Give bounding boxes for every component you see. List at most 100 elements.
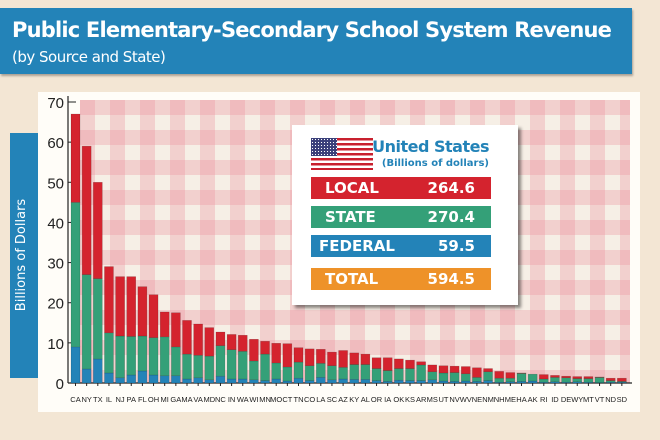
x-tick-label: MO [270, 395, 282, 404]
x-tick-label: NE [472, 395, 482, 404]
bar-state-nc [215, 345, 226, 377]
bar-local-ut [438, 365, 449, 374]
bar-local-nd [605, 377, 616, 381]
x-tick-label: TX [93, 395, 103, 404]
x-tick-label: SD [617, 395, 628, 404]
bar-federal-ks [405, 380, 415, 384]
bar-local-de [561, 375, 571, 379]
bar-local-tn [293, 347, 304, 363]
bar-local-az [338, 350, 348, 368]
bar-state-ny [81, 274, 92, 370]
bar-local-mi [159, 311, 170, 338]
bar-local-la [316, 349, 326, 364]
x-tick-label: ID [551, 395, 559, 404]
x-tick-label: DE [561, 395, 571, 404]
bar-federal-il [104, 372, 114, 384]
bar-state-sc [327, 365, 337, 381]
bar-state-ky [349, 364, 359, 380]
bar-state-co [304, 365, 315, 381]
bar-state-nm [483, 371, 493, 381]
bar-state-pa [126, 336, 136, 376]
bar-state-mo [271, 362, 281, 380]
legend-label: FEDERAL [319, 237, 395, 255]
bar-state-wv [461, 373, 471, 382]
bar-state-il [104, 332, 114, 374]
x-tick-label: NC [215, 395, 226, 404]
bar-federal-ky [349, 379, 359, 384]
y-tick-label: 0 [56, 376, 64, 393]
x-tick-label: MN [259, 395, 271, 404]
bar-state-ms [427, 371, 438, 381]
bar-state-tn [293, 361, 304, 379]
bar-local-ny [81, 145, 92, 275]
bar-local-ar [416, 361, 426, 366]
bar-local-ky [349, 352, 359, 365]
x-tick-label: NH [494, 395, 505, 404]
x-tick-label: NM [482, 395, 494, 404]
bar-state-va [193, 355, 203, 379]
y-tick-label: 10 [47, 336, 64, 353]
x-tick-label: NV [449, 395, 459, 404]
legend-value: 594.5 [427, 270, 475, 288]
bar-local-al [360, 353, 371, 365]
bar-federal-nj [115, 377, 125, 384]
x-tick-label: CT [282, 395, 292, 404]
x-tick-label: HA [516, 395, 526, 404]
bar-local-ms [427, 364, 438, 373]
bar-local-nc [215, 331, 226, 346]
legend-subtitle: (Billions of dollars) [381, 158, 489, 169]
bar-federal-al [360, 379, 371, 384]
bar-local-fl [137, 286, 148, 337]
bar-federal-oh [148, 374, 159, 384]
x-tick-label: WY [571, 395, 583, 404]
x-tick-label: AL [361, 395, 370, 404]
bar-state-al [360, 364, 371, 380]
bar-local-nv [449, 365, 460, 373]
x-tick-label: OK [393, 395, 404, 404]
x-tick-label: AZ [338, 395, 348, 404]
x-tick-label: IL [106, 395, 112, 404]
x-tick-label: IN [228, 395, 236, 404]
legend-value: 270.4 [427, 208, 475, 226]
x-tick-label: UT [438, 395, 448, 404]
bar-federal-mo [271, 378, 281, 384]
bar-state-ma [182, 353, 192, 380]
bar-federal-sc [327, 379, 337, 384]
bar-local-ne [472, 367, 482, 378]
bar-state-de [561, 377, 571, 383]
bar-local-ri [539, 374, 549, 380]
bar-federal-wa [238, 378, 248, 384]
bar-federal-in [226, 378, 237, 384]
x-tick-label: IA [384, 395, 391, 404]
bar-federal-nm [483, 380, 493, 384]
bar-state-vt [594, 377, 605, 383]
legend-row-state: STATE 270.4 [311, 206, 491, 228]
bar-local-wy [572, 376, 582, 379]
bar-state-az [338, 367, 348, 380]
bar-local-wv [461, 366, 471, 375]
bar-federal-pa [126, 374, 136, 384]
bar-federal-ak [527, 380, 538, 384]
bar-local-wa [238, 334, 248, 352]
legend-label: TOTAL [325, 270, 379, 288]
x-tick-label: ND [605, 395, 616, 404]
bar-federal-ut [438, 380, 449, 384]
y-tick-label: 40 [47, 215, 64, 232]
bar-federal-wv [461, 380, 471, 384]
bar-federal-tn [293, 377, 304, 384]
us-totals-legend: United States (Billions of dollars) LOCA… [292, 125, 518, 305]
x-tick-label: LA [316, 395, 325, 404]
x-tick-label: SC [327, 395, 338, 404]
bar-federal-ny [81, 368, 92, 384]
bar-local-ct [282, 343, 293, 368]
bar-state-in [226, 349, 237, 380]
bar-state-ak [527, 373, 538, 382]
bar-state-nh [494, 377, 504, 383]
bar-federal-mi [159, 375, 170, 384]
bar-local-sd [617, 377, 627, 382]
bar-local-sc [327, 351, 337, 366]
x-tick-label: PA [127, 395, 136, 404]
us-flag-icon [311, 138, 373, 170]
bar-state-md [204, 355, 215, 381]
bar-federal-ok [394, 379, 404, 384]
